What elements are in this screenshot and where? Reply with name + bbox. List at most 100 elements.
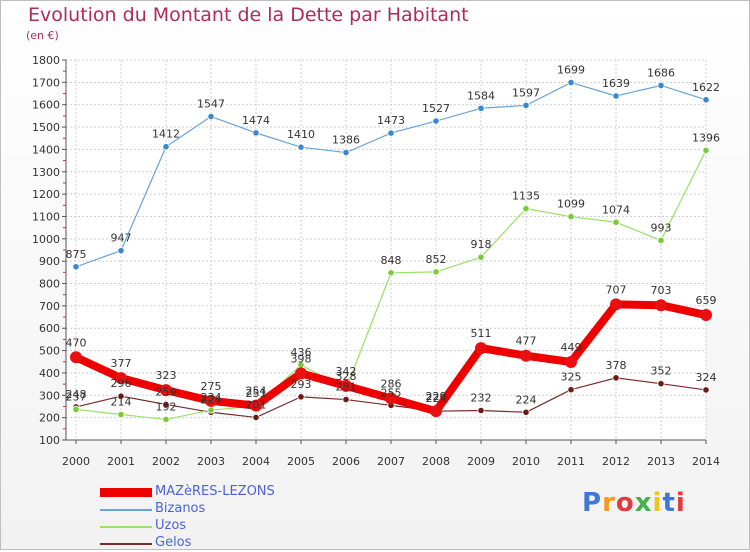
y-tick-label: 200 bbox=[39, 412, 60, 425]
y-tick-label: 1200 bbox=[32, 188, 60, 201]
data-point-gelos bbox=[522, 408, 530, 416]
data-label-bizanos: 1527 bbox=[422, 102, 450, 115]
x-tick-label: 2002 bbox=[152, 455, 180, 468]
data-label-mazeres: 470 bbox=[66, 336, 87, 349]
data-label-uzos: 1135 bbox=[512, 190, 540, 203]
data-point-bizanos bbox=[612, 92, 620, 100]
data-point-mazeres bbox=[295, 367, 307, 380]
y-tick-label: 100 bbox=[39, 434, 60, 447]
data-label-gelos: 324 bbox=[696, 371, 717, 384]
data-label-uzos: 237 bbox=[66, 390, 87, 403]
x-tick-label: 2006 bbox=[332, 455, 360, 468]
y-tick-label: 300 bbox=[39, 389, 60, 402]
data-label-uzos: 436 bbox=[291, 346, 312, 359]
data-point-gelos bbox=[117, 392, 125, 400]
y-tick-label: 1700 bbox=[32, 76, 60, 89]
data-point-uzos bbox=[387, 269, 395, 277]
y-tick-label: 800 bbox=[39, 278, 60, 291]
data-point-gelos bbox=[612, 374, 620, 382]
data-point-uzos bbox=[477, 253, 485, 261]
data-label-gelos: 352 bbox=[651, 365, 672, 378]
data-label-gelos: 224 bbox=[201, 393, 222, 406]
legend-label-bizanos: Bizanos bbox=[155, 501, 206, 516]
data-point-uzos bbox=[432, 268, 440, 276]
data-label-mazeres: 275 bbox=[201, 380, 222, 393]
y-tick-label: 1100 bbox=[32, 210, 60, 223]
data-label-uzos: 993 bbox=[651, 221, 672, 234]
data-label-mazeres: 707 bbox=[606, 283, 627, 296]
data-point-mazeres bbox=[475, 342, 487, 355]
data-label-uzos: 848 bbox=[381, 254, 402, 267]
y-tick-label: 400 bbox=[39, 367, 60, 380]
data-point-gelos bbox=[252, 413, 260, 422]
data-point-mazeres bbox=[250, 399, 262, 412]
data-point-bizanos bbox=[342, 148, 350, 157]
data-label-mazeres: 342 bbox=[336, 365, 357, 378]
data-point-bizanos bbox=[522, 101, 530, 109]
data-label-gelos: 232 bbox=[471, 391, 492, 404]
data-point-mazeres bbox=[115, 372, 127, 385]
data-point-mazeres bbox=[655, 299, 667, 312]
data-point-bizanos bbox=[567, 78, 575, 87]
data-label-uzos: 251 bbox=[246, 387, 267, 400]
x-tick-label: 2009 bbox=[467, 455, 495, 468]
data-label-uzos: 1099 bbox=[557, 198, 585, 211]
y-tick-label: 700 bbox=[39, 300, 60, 313]
data-point-uzos bbox=[612, 218, 620, 226]
chart-title: Evolution du Montant de la Dette par Hab… bbox=[28, 4, 469, 26]
data-label-bizanos: 1410 bbox=[287, 128, 315, 141]
plot-area bbox=[66, 60, 706, 440]
x-tick-label: 2004 bbox=[242, 455, 270, 468]
legend-label-gelos: Gelos bbox=[155, 535, 192, 550]
data-label-mazeres: 659 bbox=[696, 294, 717, 307]
x-tick-label: 2001 bbox=[107, 455, 135, 468]
legend-swatch-gelos bbox=[100, 543, 152, 545]
data-label-uzos: 852 bbox=[426, 253, 447, 266]
data-point-gelos bbox=[162, 400, 170, 409]
data-point-bizanos bbox=[72, 263, 80, 271]
y-tick-label: 1400 bbox=[32, 143, 60, 156]
data-label-uzos: 192 bbox=[156, 400, 177, 413]
data-label-mazeres: 398 bbox=[291, 352, 312, 365]
data-label-bizanos: 1474 bbox=[242, 114, 270, 127]
data-point-bizanos bbox=[252, 129, 260, 137]
x-tick-label: 2008 bbox=[422, 455, 450, 468]
legend-label-mazeres: MAZèRES-LEZONS bbox=[155, 484, 275, 499]
x-tick-label: 2012 bbox=[602, 455, 630, 468]
data-point-uzos bbox=[117, 410, 125, 419]
data-point-mazeres bbox=[385, 392, 397, 405]
data-label-bizanos: 1386 bbox=[332, 134, 360, 147]
data-point-bizanos bbox=[477, 104, 485, 112]
data-point-uzos bbox=[162, 415, 170, 424]
x-tick-label: 2011 bbox=[557, 455, 585, 468]
data-label-mazeres: 477 bbox=[516, 335, 537, 348]
data-point-bizanos bbox=[657, 81, 665, 90]
data-label-gelos: 259 bbox=[156, 385, 177, 398]
data-point-bizanos bbox=[207, 112, 215, 121]
data-label-mazeres: 377 bbox=[111, 357, 132, 370]
y-tick-label: 1000 bbox=[32, 233, 60, 246]
data-point-gelos bbox=[477, 406, 485, 415]
data-point-mazeres bbox=[205, 394, 217, 407]
data-point-bizanos bbox=[117, 247, 125, 255]
data-label-bizanos: 1584 bbox=[467, 89, 495, 102]
data-label-uzos: 918 bbox=[471, 238, 492, 251]
data-point-uzos bbox=[72, 405, 80, 413]
data-label-bizanos: 1622 bbox=[692, 81, 720, 94]
legend-swatch-bizanos bbox=[100, 509, 152, 511]
y-tick-label: 1800 bbox=[32, 54, 60, 67]
data-point-gelos bbox=[702, 386, 710, 394]
data-point-bizanos bbox=[432, 117, 440, 125]
data-point-mazeres bbox=[565, 355, 577, 368]
y-tick-label: 1300 bbox=[32, 166, 60, 179]
legend-swatch-mazeres bbox=[100, 488, 152, 497]
data-point-uzos bbox=[657, 236, 665, 244]
data-point-mazeres bbox=[700, 309, 712, 322]
y-tick-label: 1600 bbox=[32, 99, 60, 112]
data-point-mazeres bbox=[610, 298, 622, 311]
data-label-bizanos: 1639 bbox=[602, 77, 630, 90]
data-point-gelos bbox=[342, 395, 350, 404]
y-tick-label: 600 bbox=[39, 322, 60, 335]
data-label-bizanos: 875 bbox=[66, 248, 87, 261]
data-label-uzos: 328 bbox=[336, 370, 357, 383]
